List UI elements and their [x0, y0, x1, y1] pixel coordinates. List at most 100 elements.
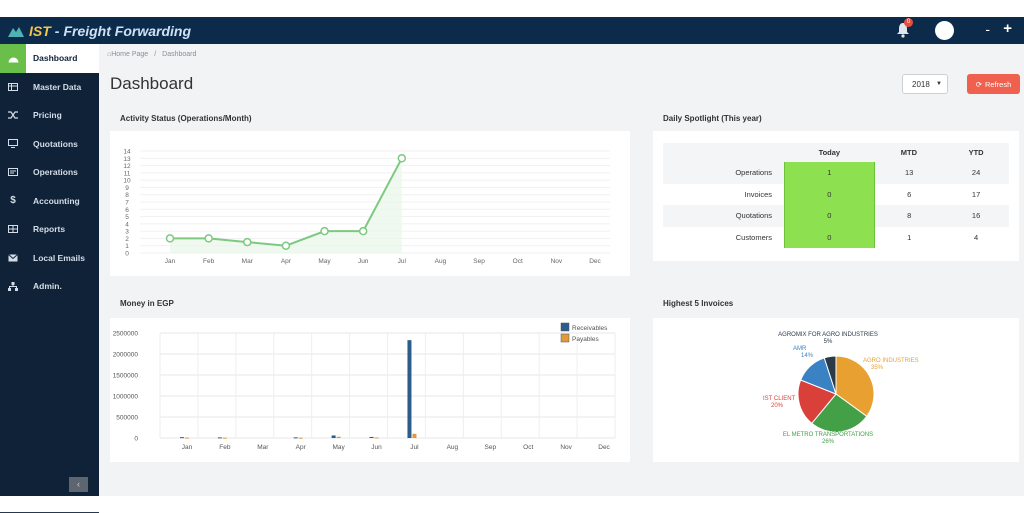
bar: [293, 437, 298, 439]
data-point: [204, 234, 213, 243]
legend-label: Payables: [572, 336, 599, 343]
row-label: Invoices: [744, 189, 772, 199]
y-tick-label: 2000000: [113, 352, 139, 359]
bar: [217, 437, 222, 439]
slice-name-label: IST CLIENT: [763, 396, 796, 402]
shuffle-icon: [0, 101, 26, 130]
sidebar-item-accounting[interactable]: $ Accounting: [0, 187, 99, 216]
slice-percent-label: 5%: [824, 339, 833, 345]
y-tick-label: 500000: [116, 415, 138, 422]
x-tick-label: Aug: [447, 444, 459, 451]
x-tick-label: Oct: [523, 444, 533, 451]
column-header-today: Today: [784, 143, 875, 162]
invoices-panel-title: Highest 5 Invoices: [663, 299, 734, 308]
bar: [407, 340, 412, 438]
x-tick-label: Jun: [371, 444, 382, 451]
slice-name-label: AGROMIX FOR AGRO INDUSTRIES: [778, 332, 878, 338]
sidebar-collapse-button[interactable]: ‹: [69, 477, 88, 492]
page-title: Dashboard: [110, 74, 194, 93]
column-header-ytd: YTD: [943, 143, 1009, 162]
brand-mountain-icon: [8, 26, 24, 37]
y-tick-label: 3: [125, 229, 129, 236]
ytd-value: 16: [943, 205, 1009, 227]
data-point: [358, 226, 368, 236]
y-tick-label: 9: [125, 185, 129, 192]
money-chart: 0 500000 1000000 1500000 2000000 2500000 Jan Fe…: [113, 322, 616, 451]
ytd-value: 17: [971, 189, 981, 199]
table-row: Invoices 0 6 17: [663, 183, 1009, 205]
table-header-blank: [663, 143, 785, 162]
user-avatar[interactable]: [935, 21, 954, 40]
dashboard-icon: [0, 44, 26, 73]
refresh-icon: ⟳: [975, 79, 983, 89]
pie-slice: [811, 393, 868, 433]
breadcrumb-separator: /: [154, 51, 157, 58]
slice-name-label: AGRO INDUSTRIES: [863, 358, 919, 364]
row-label: Customers: [735, 232, 772, 242]
x-tick-label: Feb: [219, 444, 231, 451]
minus-icon[interactable]: -: [985, 21, 990, 37]
y-tick-label: 13: [123, 156, 131, 163]
sidebar-item-label: Dashboard: [33, 53, 78, 64]
pie-slice: [835, 355, 875, 418]
breadcrumb-home-link[interactable]: Home Page: [111, 51, 149, 58]
sidebar-item-dashboard[interactable]: Dashboard: [0, 44, 99, 73]
bar: [331, 435, 336, 438]
data-point: [320, 226, 329, 236]
x-tick-label: Apr: [281, 258, 292, 265]
x-tick-label: Dec: [598, 444, 610, 451]
sidebar: Dashboard Master Data Pricing Quotations…: [0, 44, 99, 513]
y-tick-label: 12: [123, 163, 131, 170]
table-row: Operations 1 13 24: [663, 162, 1009, 184]
y-tick-label: 14: [123, 149, 131, 156]
brand-sep: -: [54, 22, 60, 39]
column-header-mtd: MTD: [874, 143, 944, 162]
sidebar-item-admin[interactable]: Admin.: [0, 272, 99, 301]
bar: [412, 433, 417, 438]
x-tick-label: Nov: [551, 258, 563, 265]
sidebar-item-reports[interactable]: Reports: [0, 215, 99, 244]
breadcrumb: ⌂Home Page / Dashboard: [107, 51, 196, 58]
y-tick-label: 2500000: [113, 331, 139, 338]
brand-name: Freight Forwarding: [63, 22, 192, 39]
table-icon: [0, 73, 26, 102]
sidebar-item-local-emails[interactable]: Local Emails: [0, 244, 99, 273]
sidebar-item-quotations[interactable]: Quotations: [0, 130, 99, 159]
x-tick-label: Sep: [473, 258, 485, 265]
mtd-value: 13: [874, 162, 944, 184]
y-tick-label: 0: [125, 251, 129, 258]
slice-percent-label: 20%: [771, 403, 784, 409]
row-label: Quotations: [663, 205, 785, 227]
bar: [222, 437, 227, 439]
spotlight-table: Today MTD YTD Operations 1 13 24 Invoice…: [663, 143, 1009, 248]
ytd-value: 24: [943, 162, 1009, 184]
sidebar-item-label: Reports: [33, 224, 66, 235]
sidebar-item-master-data[interactable]: Master Data: [0, 73, 99, 102]
x-tick-label: Apr: [296, 444, 307, 451]
home-icon: ⌂: [107, 51, 112, 58]
data-point: [243, 237, 252, 247]
sidebar-item-label: Admin.: [33, 281, 62, 292]
year-select[interactable]: 2018 ▼: [902, 74, 948, 94]
brand-logo[interactable]: IST - Freight Forwarding: [8, 17, 191, 44]
refresh-button[interactable]: ⟳ Refresh: [967, 74, 1020, 94]
y-tick-label: 1: [125, 243, 129, 250]
slice-percent-label: 35%: [871, 365, 884, 371]
y-tick-label: 10: [123, 178, 131, 185]
y-tick-label: 8: [125, 192, 129, 199]
activity-area: [170, 158, 402, 253]
year-select-value: 2018: [912, 79, 930, 89]
x-tick-label: May: [318, 258, 331, 265]
x-tick-label: Aug: [435, 258, 447, 265]
card-icon: [0, 158, 26, 187]
dollar-icon: $: [10, 195, 16, 207]
sidebar-item-label: Local Emails: [33, 252, 85, 263]
table-header-row: Today MTD YTD: [663, 143, 1009, 162]
x-tick-label: Jan: [182, 444, 193, 451]
sidebar-item-pricing[interactable]: Pricing: [0, 101, 99, 130]
sidebar-item-operations[interactable]: Operations: [0, 158, 99, 187]
plus-icon[interactable]: +: [1003, 20, 1012, 37]
legend-swatch: [560, 333, 570, 343]
y-tick-label: 2: [125, 236, 129, 243]
x-tick-label: May: [332, 444, 345, 451]
